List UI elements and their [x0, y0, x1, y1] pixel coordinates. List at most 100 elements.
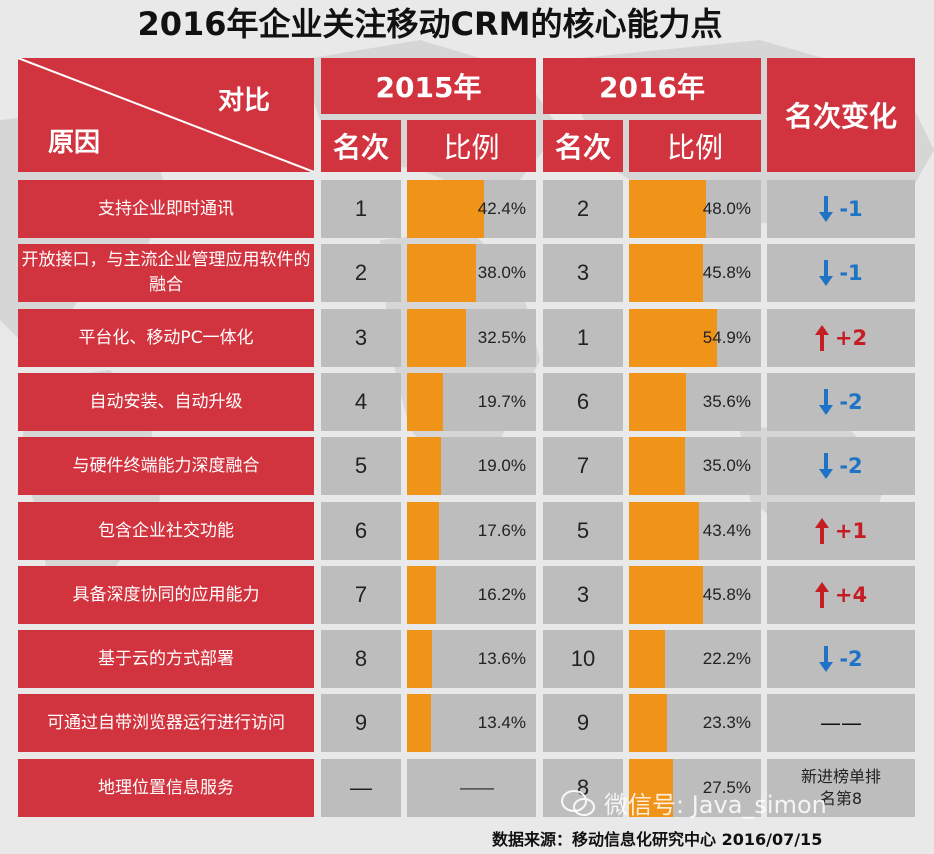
ratio-2016-bar [629, 694, 667, 752]
rank-2016-value: 3 [576, 582, 590, 607]
rank-2015-cell: 3 [321, 309, 401, 367]
rank-2015-value: — [350, 775, 372, 800]
reason-cell: 基于云的方式部署 [18, 630, 314, 688]
page-title: 2016年企业关注移动CRM的核心能力点 [137, 5, 723, 43]
rank-change-cell: -2 [767, 437, 915, 495]
rank-2015-cell: 2 [321, 244, 401, 302]
ratio-2016-label: 48.0% [702, 199, 751, 218]
change-arrow [814, 518, 829, 544]
rank-2016-cell: 8 [543, 759, 623, 817]
rank-2016-value: 9 [576, 710, 590, 735]
rank-2016-cell: 2 [543, 180, 623, 238]
rank-2016-value: 5 [576, 518, 590, 543]
ratio-2016-label: 35.6% [702, 392, 751, 411]
ratio-2016-bar [629, 502, 699, 560]
rank-change-cell: -2 [767, 373, 915, 431]
change-arrow [819, 453, 834, 479]
ratio-2015-label: 13.4% [477, 713, 526, 732]
rank-change-cell: +4 [767, 566, 915, 624]
rank-2016-cell: 6 [543, 373, 623, 431]
ratio-2016-bar [629, 759, 674, 817]
rank-2015-cell: 1 [321, 180, 401, 238]
ratio-2015-label: 19.0% [477, 456, 526, 475]
reason-cell: 与硬件终端能力深度融合 [18, 437, 314, 495]
rank-change-cell: -1 [767, 244, 915, 302]
ratio-2015-cell: 32.5% [407, 309, 536, 367]
change-value: -2 [839, 647, 863, 671]
new-entry-note: 新进榜单排名第8 [800, 767, 881, 808]
rank-change-cell: +1 [767, 502, 915, 560]
change-value: -2 [839, 390, 863, 414]
rank-change-cell: -2 [767, 630, 915, 688]
reason-cell: 地理位置信息服务 [18, 759, 314, 817]
change-arrow [814, 325, 829, 351]
ratio-2015-label: 17.6% [477, 521, 526, 540]
reason-cell: 可通过自带浏览器运行进行访问 [18, 694, 314, 752]
ratio-2015-label: 19.7% [477, 392, 526, 411]
reason-label: 包含企业社交功能 [98, 520, 234, 541]
ratio-2015-bar [407, 502, 439, 560]
arrow-down-icon [819, 389, 834, 415]
reason-cell: 支持企业即时通讯 [18, 180, 314, 238]
ratio-2016-bar [629, 309, 718, 367]
header-rank-2016: 名次 [543, 120, 623, 172]
ratio-2016-cell: 48.0% [629, 180, 761, 238]
ratio-2015-cell: 16.2% [407, 566, 536, 624]
rank-2016-cell: 7 [543, 437, 623, 495]
rank-2016-cell: 9 [543, 694, 623, 752]
rank-2016-value: 3 [576, 260, 590, 285]
ratio-2016-bar [629, 437, 686, 495]
reason-label: 平台化、移动PC一体化 [78, 327, 254, 348]
header-rank-2015: 名次 [321, 120, 401, 172]
reason-label: 开放接口，与主流企业管理应用软件的融合 [21, 250, 311, 295]
rank-2016-value: 2 [576, 196, 590, 221]
rank-2016-cell: 10 [543, 630, 623, 688]
ratio-2016-label: 35.0% [702, 456, 751, 475]
ratio-2016-label: 23.3% [702, 713, 751, 732]
ratio-2015-cell: 38.0% [407, 244, 536, 302]
ratio-2015-cell: 13.6% [407, 630, 536, 688]
change-arrow [814, 582, 829, 608]
rank-2016-cell: 5 [543, 502, 623, 560]
rank-2015-cell: 7 [321, 566, 401, 624]
ratio-2016-bar [629, 566, 703, 624]
header-rank-change: 名次变化 [767, 58, 915, 172]
arrow-down-icon [819, 196, 834, 222]
rank-2015-cell: 5 [321, 437, 401, 495]
reason-label: 地理位置信息服务 [98, 777, 234, 798]
ratio-2016-cell: 27.5% [629, 759, 761, 817]
ratio-2015-cell: 19.0% [407, 437, 536, 495]
ratio-2015-cell: 42.4% [407, 180, 536, 238]
ratio-2016-bar [629, 180, 707, 238]
header-corner: 对比 原因 [18, 58, 314, 172]
arrow-down-icon [819, 646, 834, 672]
rank-2015-value: 3 [354, 325, 368, 350]
rank-change-cell: +2 [767, 309, 915, 367]
rank-2016-value: 7 [576, 453, 590, 478]
ratio-2015-cell: 19.7% [407, 373, 536, 431]
reason-cell: 开放接口，与主流企业管理应用软件的融合 [18, 244, 314, 302]
change-arrow [819, 389, 834, 415]
rank-change-cell: 新进榜单排名第8 [767, 759, 915, 817]
rank-2015-value: 4 [354, 389, 368, 414]
change-value: —— [820, 711, 862, 735]
rank-2016-cell: 3 [543, 566, 623, 624]
reason-label: 具备深度协同的应用能力 [72, 584, 260, 605]
ratio-2015-bar [407, 437, 442, 495]
rank-2015-value: 2 [354, 260, 368, 285]
rank-2015-value: 9 [354, 710, 368, 735]
ratio-2015-label: 32.5% [477, 328, 526, 347]
ratio-2016-label: 45.8% [702, 585, 751, 604]
ratio-2016-cell: 35.6% [629, 373, 761, 431]
ratio-2015-cell: 13.4% [407, 694, 536, 752]
reason-cell: 具备深度协同的应用能力 [18, 566, 314, 624]
rank-2016-value: 10 [570, 646, 596, 671]
ratio-2016-cell: 45.8% [629, 244, 761, 302]
watermark-text: 微信号: Java_simon [604, 791, 827, 819]
rank-change-cell: -1 [767, 180, 915, 238]
change-value: -2 [839, 454, 863, 478]
change-value: +4 [834, 583, 868, 607]
rank-2016-value: 8 [576, 775, 590, 800]
rank-2015-cell: 9 [321, 694, 401, 752]
ratio-2016-bar [629, 630, 665, 688]
